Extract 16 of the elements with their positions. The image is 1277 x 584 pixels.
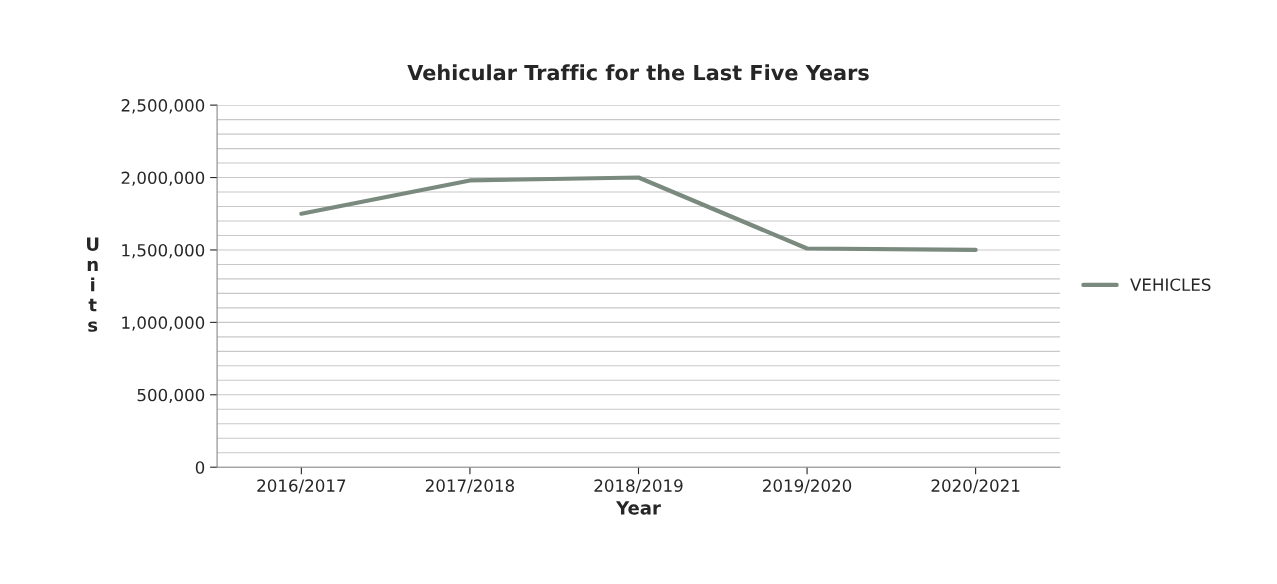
y-tick-label: 500,000: [137, 388, 205, 404]
y-tick-label: 1,500,000: [122, 243, 205, 259]
legend-label: VEHICLES: [1130, 278, 1211, 291]
y-tick-label: 2,500,000: [121, 99, 205, 114]
x-tick-label: 2020/2021: [931, 479, 1020, 494]
x-tick-label: 2017/2018: [425, 479, 515, 494]
y-axis-title: Units: [87, 237, 99, 332]
x-axis-title: Year: [615, 501, 661, 515]
x-tick-label: 2019/2020: [763, 479, 852, 494]
x-tick-label: 2018/2019: [594, 479, 683, 494]
y-tick-label: 0: [195, 461, 205, 474]
y-tick-label: 1,000,000: [122, 316, 205, 331]
x-tick-label: 2016/2017: [257, 479, 346, 494]
line-series: [299, 175, 978, 253]
y-tick-label: 2,000,000: [121, 171, 205, 186]
chart-title: Vehicular Traffic for the Last Five Years: [407, 64, 869, 81]
